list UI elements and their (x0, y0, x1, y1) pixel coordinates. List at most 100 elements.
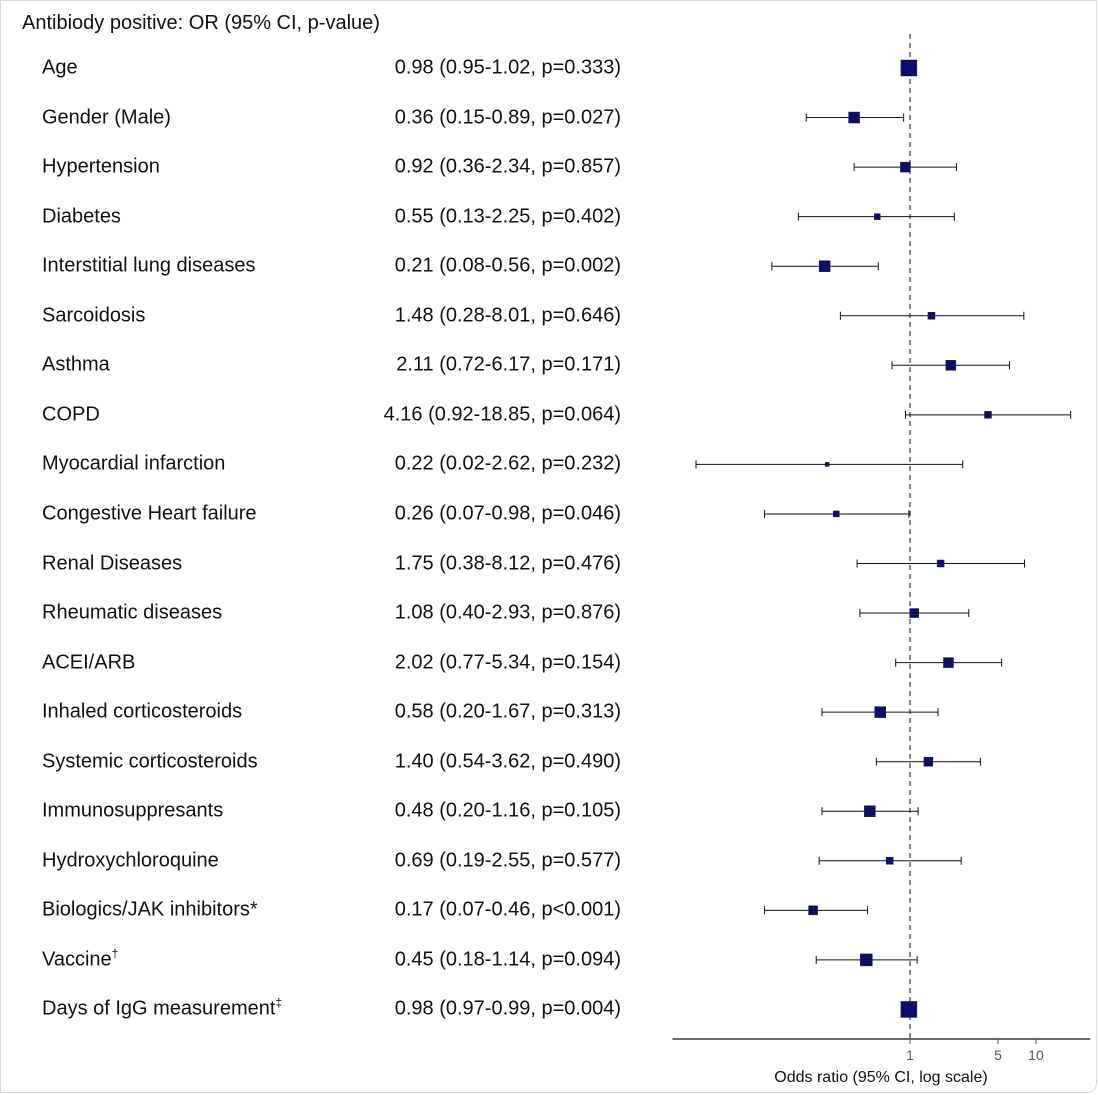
or-marker (808, 905, 818, 916)
row-estimate: 1.48 (0.28-8.01, p=0.646) (394, 304, 621, 327)
or-marker (900, 1001, 918, 1018)
row-mark (900, 59, 918, 77)
or-marker (909, 608, 919, 618)
row-label-text: COPD (42, 403, 100, 426)
row-label-text: Immunosuppresants (42, 799, 224, 822)
row-mark (695, 460, 964, 469)
row-mark (853, 161, 958, 173)
row-estimate: 0.58 (0.20-1.67, p=0.313) (394, 700, 621, 723)
row-estimate: 0.26 (0.07-0.98, p=0.046) (394, 502, 621, 525)
row-label: Hypertension (42, 156, 160, 179)
row-estimate: 0.45 (0.18-1.14, p=0.094) (394, 948, 621, 971)
row-mark (895, 657, 1003, 668)
row-mark (839, 311, 1025, 320)
row-label-text: Hydroxychloroquine (42, 849, 219, 872)
row-mark (764, 509, 910, 518)
row-estimate: 0.98 (0.95-1.02, p=0.333) (394, 56, 621, 79)
row-mark (821, 805, 919, 817)
row-estimate: 2.02 (0.77-5.34, p=0.154) (394, 651, 621, 674)
footnote-mark: ‡ (275, 995, 283, 1010)
or-marker (900, 161, 911, 173)
row-estimate: 4.16 (0.92-18.85, p=0.064) (383, 403, 621, 426)
row-label-text: Gender (Male) (42, 106, 171, 129)
row-estimate: 0.17 (0.07-0.46, p<0.001) (394, 898, 621, 921)
row-mark (891, 360, 1011, 371)
row-label: Age (42, 57, 78, 80)
row-label-text: Inhaled corticosteroids (42, 700, 243, 723)
row-label: Vaccine† (42, 946, 119, 971)
or-marker (945, 360, 957, 371)
row-label-text: Congestive Heart failure (42, 502, 257, 525)
row-label-text: Interstitial lung diseases (42, 254, 256, 277)
row-label: Immunosuppresants (42, 800, 223, 823)
row-label: Renal Diseases (42, 552, 182, 575)
row-label-text: Hypertension (42, 155, 160, 178)
or-marker (943, 657, 954, 668)
row-label: Rheumatic diseases (42, 602, 222, 625)
row-estimate: 0.22 (0.02-2.62, p=0.232) (394, 452, 621, 475)
row-label: Systemic corticosteroids (42, 750, 258, 773)
or-marker (900, 59, 918, 77)
row-mark (805, 111, 905, 124)
x-axis-label: Odds ratio (95% CI, log scale) (774, 1069, 987, 1086)
chart-title: Antibiody positive: OR (95% CI, p-value) (22, 12, 380, 34)
row-estimate: 0.36 (0.15-0.89, p=0.027) (394, 106, 621, 129)
row-label: Inhaled corticosteroids (42, 701, 242, 724)
row-label-text: Days of IgG measurement (42, 997, 276, 1020)
row-estimate: 0.69 (0.19-2.55, p=0.577) (394, 849, 621, 872)
row-label-text: Sarcoidosis (42, 304, 146, 327)
row-mark (904, 410, 1072, 419)
row-estimate: 1.40 (0.54-3.62, p=0.490) (394, 750, 621, 773)
row-mark (797, 212, 955, 221)
row-estimate: 0.48 (0.20-1.16, p=0.105) (394, 799, 621, 822)
row-label-text: Asthma (42, 353, 110, 376)
row-mark (771, 260, 879, 272)
row-label: Diabetes (42, 205, 121, 228)
row-estimate: 0.92 (0.36-2.34, p=0.857) (394, 155, 621, 178)
row-mark (815, 953, 918, 967)
or-marker (936, 559, 945, 568)
x-tick-label: 5 (994, 1047, 1002, 1063)
footnote-mark: † (111, 946, 119, 961)
row-label: Gender (Male) (42, 106, 171, 129)
row-estimate: 0.98 (0.97-0.99, p=0.004) (394, 997, 621, 1020)
row-label-text: Renal Diseases (42, 552, 183, 574)
or-marker (927, 312, 936, 320)
or-marker (984, 411, 992, 419)
row-mark (764, 905, 869, 916)
row-mark (821, 706, 939, 718)
x-tick-label: 10 (1028, 1047, 1044, 1063)
or-marker (818, 260, 831, 272)
row-label: Days of IgG measurement‡ (42, 995, 283, 1021)
row-label: ACEI/ARB (42, 651, 135, 674)
row-mark (900, 1001, 918, 1018)
row-label-text: ACEI/ARB (42, 651, 136, 674)
row-label-text: Diabetes (42, 205, 121, 228)
row-mark (875, 756, 981, 767)
row-label: Sarcoidosis (42, 304, 145, 327)
row-estimate: 1.08 (0.40-2.93, p=0.876) (394, 601, 621, 624)
or-marker (874, 213, 881, 220)
or-marker (864, 805, 876, 817)
or-marker (874, 706, 886, 718)
or-marker (923, 756, 934, 767)
row-mark (859, 608, 970, 618)
row-label: Asthma (42, 354, 110, 377)
row-mark (818, 856, 962, 865)
row-estimate: 1.75 (0.38-8.12, p=0.476) (394, 552, 621, 574)
or-marker (833, 510, 840, 518)
row-label-text: Rheumatic diseases (42, 601, 223, 624)
or-marker (848, 111, 860, 124)
or-marker (860, 953, 873, 967)
or-marker (824, 462, 830, 467)
row-label-text: Systemic corticosteroids (42, 750, 258, 773)
row-label-text: Vaccine (42, 948, 112, 971)
row-label-text: Age (42, 56, 78, 79)
row-label: Interstitial lung diseases (42, 255, 255, 278)
row-estimate: 0.55 (0.13-2.25, p=0.402) (394, 205, 621, 228)
or-marker (885, 857, 894, 865)
x-tick-label: 1 (906, 1047, 914, 1063)
row-label: Biologics/JAK inhibitors* (42, 899, 258, 922)
